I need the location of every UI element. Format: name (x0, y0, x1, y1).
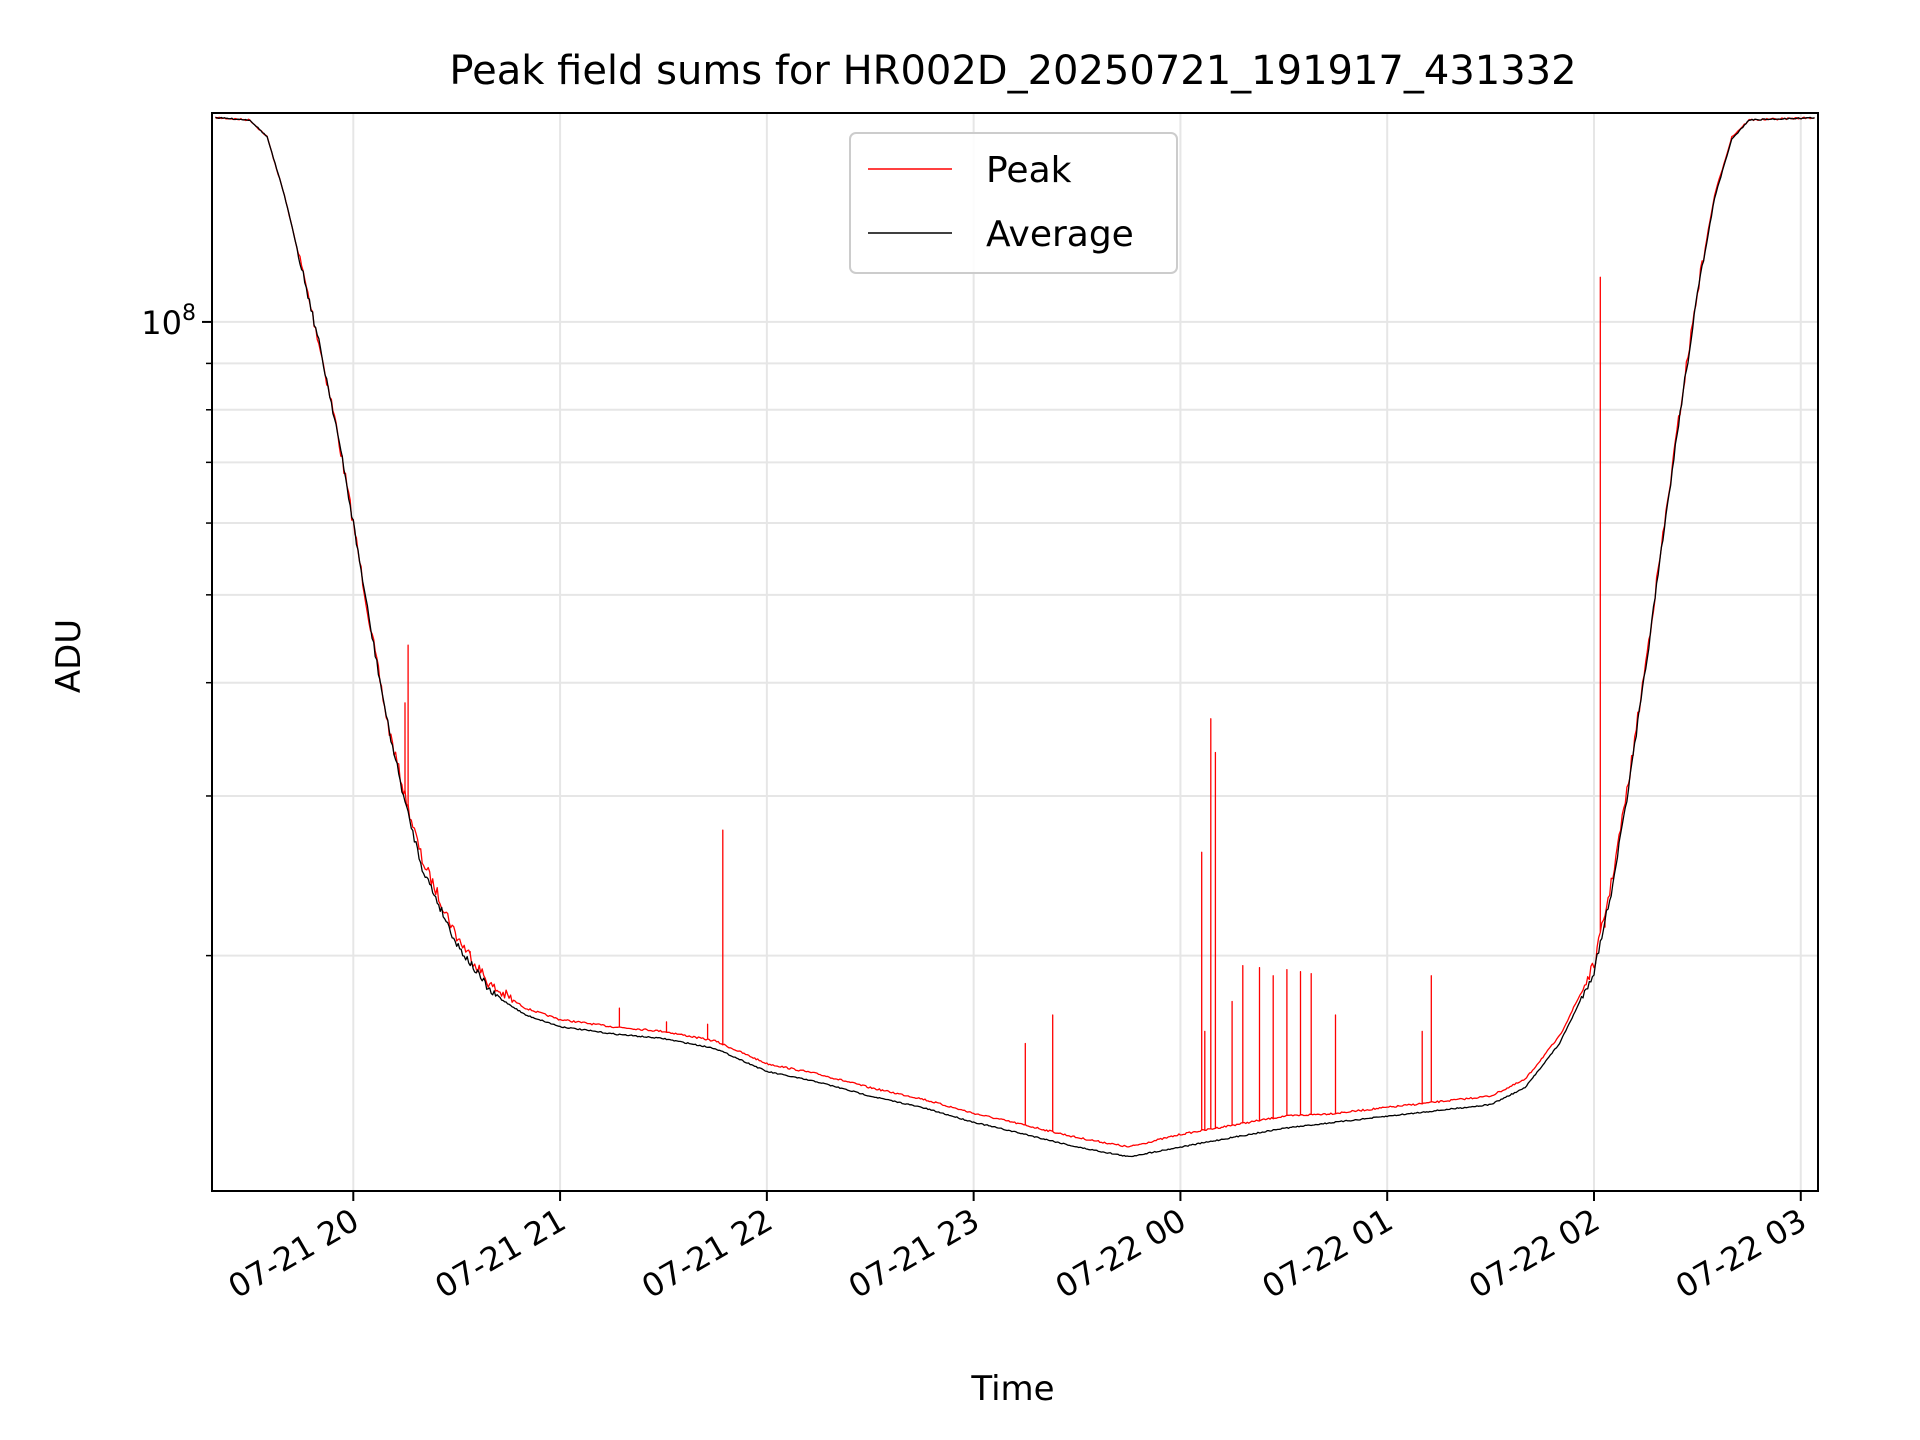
series-line-peak (214, 116, 1815, 1148)
chart-title: Peak field sums for HR002D_20250721_1919… (449, 48, 1576, 94)
grid (212, 113, 1818, 1191)
y-axis-ticks: 108 (141, 301, 212, 957)
plot-frame (211, 112, 1819, 1192)
y-axis-label: ADU (49, 619, 89, 693)
series-line-average (215, 116, 1815, 1158)
x-axis-label: Time (970, 1369, 1054, 1409)
plot-area (214, 116, 1815, 1158)
legend: Peak Average (849, 132, 1178, 274)
y-tick-label: 108 (141, 301, 196, 342)
legend-box (849, 132, 1178, 274)
legend-label-peak: Peak (986, 150, 1072, 191)
legend-label-average: Average (986, 214, 1134, 255)
series-group (214, 116, 1815, 1158)
